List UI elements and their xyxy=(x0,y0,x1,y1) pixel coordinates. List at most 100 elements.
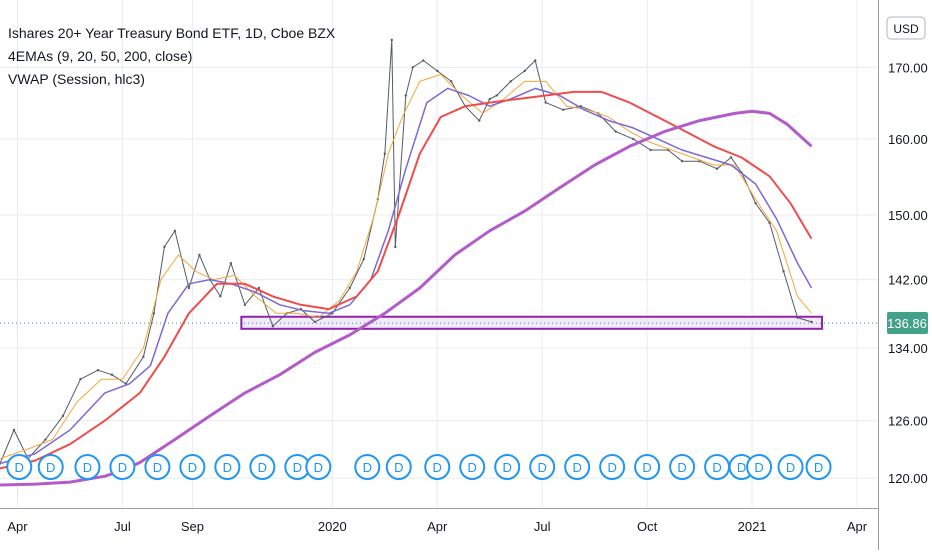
earnings-marker[interactable] xyxy=(669,454,696,480)
series-ema20 xyxy=(0,87,813,465)
earnings-marker[interactable] xyxy=(529,454,556,480)
x-tick-label: Apr xyxy=(847,519,868,534)
legend-vwap[interactable]: VWAP (Session, hlc3) xyxy=(8,71,145,87)
earnings-marker[interactable] xyxy=(354,454,381,480)
earnings-marker[interactable] xyxy=(179,454,206,480)
y-tick-label: 120.00 xyxy=(888,471,928,486)
price-point xyxy=(142,355,145,359)
series-lines xyxy=(0,38,813,487)
price-point xyxy=(110,373,114,376)
price-point xyxy=(271,325,275,328)
chart-legend: Ishares 20+ Year Treasury Bond ETF, 1D, … xyxy=(8,22,335,91)
price-point xyxy=(362,257,365,261)
earnings-marker-label: D xyxy=(153,460,162,475)
earnings-marker-label: D xyxy=(258,460,267,475)
earnings-marker[interactable] xyxy=(144,454,171,480)
y-tick-label: 134.00 xyxy=(888,341,928,356)
earnings-marker[interactable] xyxy=(746,454,773,480)
earnings-marker-label: D xyxy=(814,460,823,475)
earnings-marker-label: D xyxy=(537,460,546,475)
price-point xyxy=(754,202,757,205)
price-point xyxy=(715,167,719,170)
grid-lines xyxy=(0,0,878,508)
price-point xyxy=(561,108,565,111)
earnings-marker-label: D xyxy=(223,460,232,475)
earnings-marker[interactable] xyxy=(249,454,276,480)
y-tick-label: 142.00 xyxy=(888,273,928,288)
price-point xyxy=(163,245,166,249)
price-point xyxy=(411,66,414,69)
legend-ema[interactable]: 4EMAs (9, 20, 50, 200, close) xyxy=(8,48,193,64)
earnings-marker[interactable] xyxy=(459,454,486,480)
earnings-marker-label: D xyxy=(607,460,616,475)
price-point xyxy=(523,69,526,73)
badges: 136.86 USD xyxy=(886,16,928,334)
earnings-marker[interactable] xyxy=(599,454,626,480)
price-point xyxy=(495,94,498,97)
earnings-marker[interactable] xyxy=(214,454,241,480)
price-point xyxy=(796,316,799,319)
support-zone-rect[interactable] xyxy=(240,315,824,330)
earnings-marker[interactable] xyxy=(564,454,591,480)
price-point xyxy=(422,59,425,62)
price-point xyxy=(544,101,547,104)
x-tick-label: 2020 xyxy=(318,519,347,534)
earnings-marker-label: D xyxy=(433,460,442,475)
earnings-marker-label: D xyxy=(314,460,323,475)
x-tick-label: Apr xyxy=(7,519,28,534)
x-tick-label: Jul xyxy=(534,519,551,534)
price-point xyxy=(782,270,785,273)
earnings-marker[interactable] xyxy=(777,454,804,480)
earnings-marker-label: D xyxy=(503,460,512,475)
price-point xyxy=(488,97,491,101)
earnings-marker-label: D xyxy=(83,460,92,475)
price-point xyxy=(219,295,222,298)
x-tick-label: Oct xyxy=(637,519,658,534)
earnings-marker[interactable] xyxy=(805,454,832,480)
price-point xyxy=(61,414,65,418)
price-point xyxy=(729,156,733,159)
earnings-marker[interactable] xyxy=(6,454,33,480)
earnings-marker[interactable] xyxy=(109,454,136,480)
currency-badge[interactable] xyxy=(886,16,926,40)
price-point xyxy=(768,221,771,225)
price-point xyxy=(79,378,82,381)
earnings-marker[interactable] xyxy=(37,454,64,480)
earnings-marker-label: D xyxy=(188,460,197,475)
price-point xyxy=(96,369,100,372)
y-tick-label: 150.00 xyxy=(888,208,928,223)
support-zone[interactable] xyxy=(240,315,824,330)
price-point xyxy=(313,320,317,324)
price-point xyxy=(152,312,156,315)
price-point xyxy=(348,286,352,290)
earnings-marker-label: D xyxy=(572,460,581,475)
series-ema9 xyxy=(0,73,812,460)
earnings-marker-label: D xyxy=(15,460,24,475)
price-point xyxy=(243,303,247,307)
earnings-marker[interactable] xyxy=(74,454,101,480)
earnings-marker-label: D xyxy=(363,460,372,475)
price-point xyxy=(187,286,191,290)
price-point xyxy=(631,137,635,141)
price-point xyxy=(680,160,684,163)
earnings-marker-label: D xyxy=(394,460,403,475)
price-point xyxy=(12,428,16,432)
earnings-marker-label: D xyxy=(712,460,721,475)
price-point xyxy=(44,438,47,441)
price-point xyxy=(614,130,617,133)
series-ema50 xyxy=(0,90,813,470)
earnings-marker[interactable] xyxy=(385,454,412,480)
earnings-marker[interactable] xyxy=(494,454,521,480)
earnings-marker[interactable] xyxy=(424,454,451,480)
earnings-marker[interactable] xyxy=(634,454,661,480)
y-tick-label: 160.00 xyxy=(888,132,928,147)
price-point xyxy=(810,320,813,324)
price-axis-bg xyxy=(878,0,932,550)
earnings-marker[interactable] xyxy=(305,454,332,480)
legend-title[interactable]: Ishares 20+ Year Treasury Bond ETF, 1D, … xyxy=(8,25,336,41)
price-point xyxy=(383,152,386,155)
